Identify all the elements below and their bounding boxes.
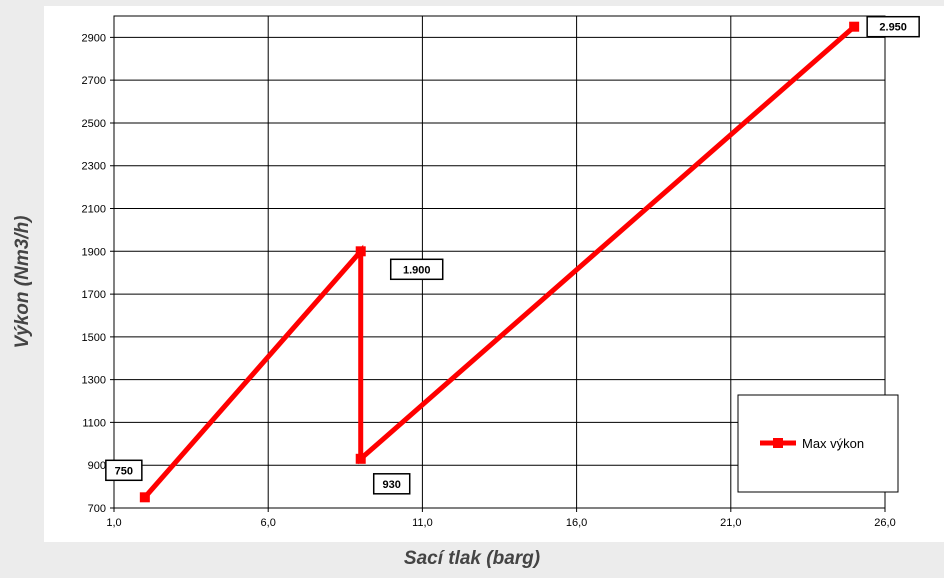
data-point-marker xyxy=(355,246,366,257)
y-tick-label: 2300 xyxy=(82,161,106,173)
data-label: 2.950 xyxy=(879,22,907,34)
data-label-box xyxy=(866,15,920,38)
y-tick-label: 2500 xyxy=(82,118,106,130)
y-tick-label: 2700 xyxy=(82,75,106,87)
data-point-marker xyxy=(849,21,860,32)
series-line xyxy=(142,24,856,499)
data-label: 750 xyxy=(115,465,133,477)
y-tick-label: 1300 xyxy=(82,375,106,387)
y-tick-label: 1500 xyxy=(82,332,106,344)
x-tick-label: 16,0 xyxy=(566,517,587,529)
data-label: 930 xyxy=(383,479,401,491)
x-tick-label: 26,0 xyxy=(874,517,895,529)
x-tick-label: 6,0 xyxy=(261,517,276,529)
y-tick-label: 700 xyxy=(88,503,106,515)
line-chart: 700 900 1100 1300 1500 1700 1900 2100 2300 2500 27… xyxy=(82,15,920,529)
x-tick-label: 11,0 xyxy=(412,517,433,529)
y-axis-title: Výkon (Nm3/h) xyxy=(12,215,33,349)
y-tick-label: 900 xyxy=(88,460,106,472)
data-label: 1.900 xyxy=(403,264,431,276)
data-point-marker xyxy=(139,492,150,503)
legend-label: Max výkon xyxy=(802,436,864,451)
x-tick-label: 1,0 xyxy=(106,517,121,529)
data-label-box xyxy=(105,459,143,482)
x-tick-label: 21,0 xyxy=(720,517,741,529)
y-tick-label: 2100 xyxy=(82,204,106,216)
x-axis-title: Sací tlak (barg) xyxy=(403,548,541,569)
y-tick-label: 1100 xyxy=(82,417,106,429)
data-point-marker xyxy=(355,453,366,464)
data-label-box xyxy=(389,258,444,281)
data-label-box xyxy=(372,473,411,495)
y-tick-label: 2900 xyxy=(82,32,106,44)
legend-swatch-marker xyxy=(773,438,783,448)
y-tick-label: 1700 xyxy=(82,289,106,301)
chart-area: 700 900 1100 1300 1500 1700 1900 2100 2300 2500 27… xyxy=(44,6,944,542)
y-tick-label: 1900 xyxy=(82,246,106,258)
